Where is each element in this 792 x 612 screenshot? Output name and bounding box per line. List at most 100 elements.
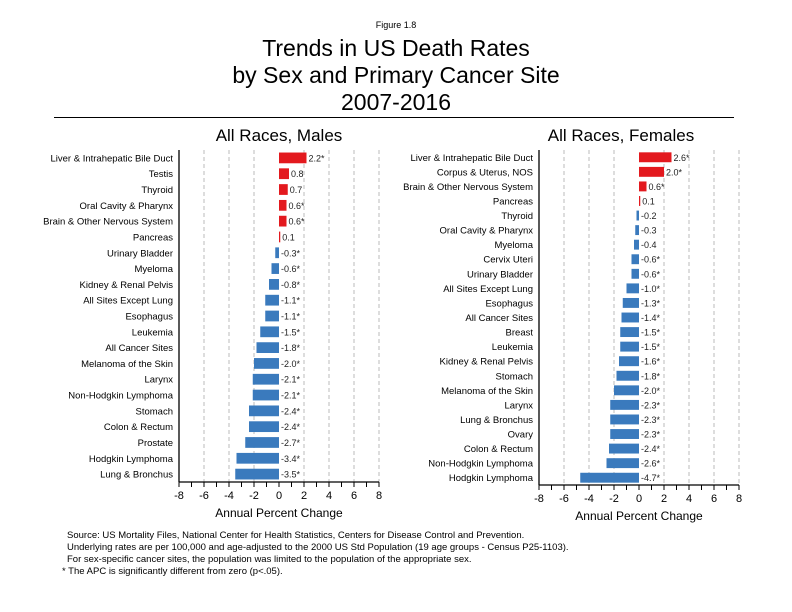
bar-males (265, 294, 279, 306)
x-tick-label-females: -4 (584, 493, 594, 505)
bar-females (620, 327, 639, 338)
bar-females (626, 283, 639, 294)
category-label-males: Hodgkin Lymphoma (89, 454, 174, 465)
data-label-females: -4.7* (641, 473, 661, 483)
data-label-males: -0.8* (281, 280, 301, 290)
data-label-females: -0.6* (641, 255, 661, 265)
x-tick-label-females: -8 (534, 493, 544, 505)
data-label-females: -1.5* (641, 342, 661, 352)
bar-males (279, 168, 289, 180)
data-label-females: -1.4* (641, 313, 661, 323)
data-label-females: 2.6* (674, 153, 691, 163)
bar-females (614, 385, 639, 396)
bar-females (631, 268, 639, 279)
x-tick-label-females: 6 (711, 493, 717, 505)
category-label-females: All Sites Except Lung (443, 284, 533, 295)
x-axis-title-males: Annual Percent Change (215, 506, 343, 520)
category-label-females: Stomach (496, 371, 534, 382)
bar-males (275, 247, 279, 259)
bar-females (621, 312, 639, 323)
chart-title-line-2: by Sex and Primary Cancer Site (232, 62, 560, 88)
data-label-males: -2.1* (281, 375, 301, 385)
data-label-males: -0.3* (281, 248, 301, 258)
category-label-males: Testis (149, 169, 174, 180)
data-label-females: -2.3* (641, 400, 661, 410)
category-label-females: Esophagus (485, 298, 533, 309)
data-label-females: -2.3* (641, 430, 661, 440)
bar-males (256, 342, 279, 353)
category-label-females: Hodgkin Lymphoma (449, 473, 534, 484)
category-label-males: Urinary Bladder (107, 248, 173, 259)
bar-males (271, 263, 279, 274)
bar-males (235, 468, 279, 480)
bar-females (619, 356, 639, 367)
x-tick-label-males: 8 (376, 490, 382, 502)
category-label-males: Lung & Bronchus (100, 470, 173, 481)
x-tick-label-females: 4 (686, 493, 692, 505)
category-label-males: Stomach (136, 406, 174, 417)
category-label-males: Leukemia (132, 327, 174, 338)
category-label-females: Ovary (508, 430, 534, 441)
footnote-source: Source: US Mortality Files, National Cen… (67, 530, 525, 541)
data-label-males: -3.5* (281, 470, 301, 480)
data-label-males: -2.4* (281, 422, 301, 432)
data-label-males: 0.8 (291, 169, 304, 179)
category-label-males: Kidney & Renal Pelvis (80, 280, 174, 291)
data-label-females: -1.6* (641, 357, 661, 367)
data-label-females: -2.6* (641, 459, 661, 469)
x-tick-label-females: -2 (609, 493, 619, 505)
category-label-females: Breast (506, 328, 534, 339)
data-label-females: -1.3* (641, 298, 661, 308)
data-label-females: -1.5* (641, 328, 661, 338)
data-label-males: 0.6* (289, 201, 306, 211)
category-label-males: Melanoma of the Skin (81, 359, 173, 370)
category-label-males: Myeloma (134, 264, 173, 275)
bar-females (635, 225, 639, 236)
category-label-females: Non-Hodgkin Lymphoma (428, 459, 533, 470)
category-label-males: All Sites Except Lung (83, 296, 173, 307)
category-label-males: All Cancer Sites (105, 343, 173, 354)
bar-females (631, 254, 639, 265)
category-label-males: Larynx (144, 375, 173, 386)
category-label-females: Melanoma of the Skin (441, 386, 533, 397)
data-label-females: -0.3 (641, 226, 657, 236)
category-label-females: Larynx (504, 400, 533, 411)
data-label-females: -2.0* (641, 386, 661, 396)
x-tick-label-females: 2 (661, 493, 667, 505)
category-label-males: Esophagus (125, 312, 173, 323)
data-label-females: 0.6* (649, 182, 666, 192)
x-tick-label-females: 8 (736, 493, 742, 505)
data-label-males: 0.6* (289, 217, 306, 227)
data-label-males: -1.1* (281, 296, 301, 306)
bar-males (245, 437, 279, 448)
panel-title-females: All Races, Females (548, 126, 694, 145)
data-label-males: -3.4* (281, 454, 301, 464)
bar-females (639, 166, 664, 177)
data-label-females: 0.1 (642, 196, 655, 206)
title-divider (54, 117, 734, 118)
bar-males (249, 421, 279, 433)
x-tick-label-males: -4 (224, 490, 234, 502)
bar-males (265, 310, 279, 322)
category-label-females: Leukemia (492, 342, 534, 353)
category-label-females: Thyroid (501, 211, 533, 222)
bar-males (279, 215, 287, 227)
bar-females (610, 429, 639, 439)
data-label-males: -0.6* (281, 264, 301, 274)
x-tick-label-males: -8 (174, 490, 184, 502)
bar-females (580, 472, 639, 483)
bar-males (236, 452, 279, 464)
bar-females (639, 196, 641, 206)
bar-males (279, 231, 281, 243)
category-label-females: Brain & Other Nervous System (403, 182, 533, 193)
data-label-males: -2.0* (281, 359, 301, 369)
bar-males (252, 373, 279, 385)
data-label-males: -1.8* (281, 343, 301, 353)
footnotes: Source: US Mortality Files, National Cen… (62, 530, 569, 578)
figure-label: Figure 1.8 (375, 20, 417, 30)
bar-females (639, 181, 647, 192)
data-label-males: -2.4* (281, 406, 301, 416)
bar-females (610, 414, 639, 425)
chart-title-line-3: 2007-2016 (341, 89, 451, 115)
data-label-males: 0.1 (282, 232, 295, 242)
